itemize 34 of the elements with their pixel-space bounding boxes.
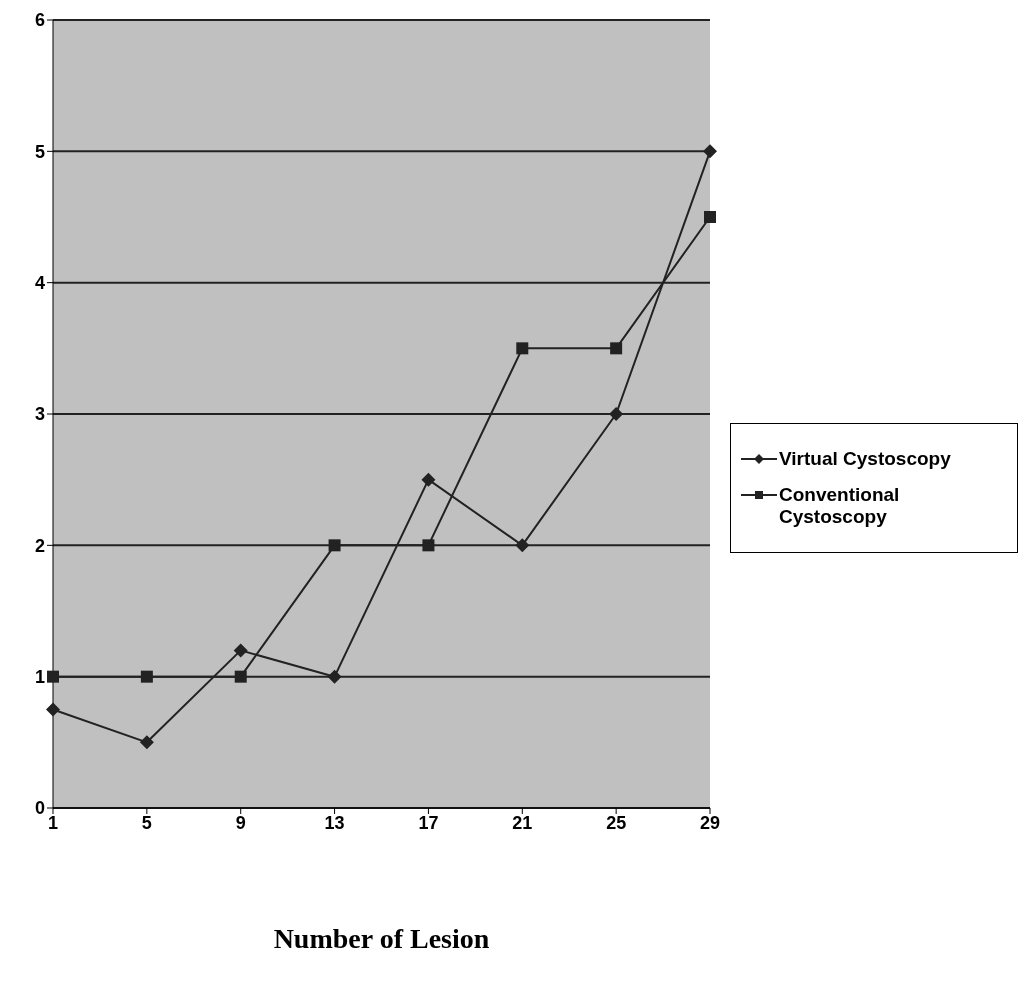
y-tick-label: 1 [34,667,45,688]
point [609,407,624,421]
point [139,735,154,750]
legend-label: Conventional Cystoscopy [779,484,901,528]
x-tick-label: 29 [699,812,721,833]
x-tick-label: 9 [235,812,246,833]
y-tick-label: 5 [34,141,45,162]
y-tick-label: 6 [34,10,45,31]
x-tick-label: 13 [324,812,345,833]
legend-label: Virtual Cystoscopy [779,448,951,470]
x-tick-label: 5 [141,812,152,833]
point [515,538,530,553]
point [422,539,435,552]
x-tick-label: 17 [418,812,439,833]
y-tick-label: 4 [34,273,45,294]
x-tick-label: 1 [47,812,59,833]
y-tick-label: 2 [34,535,45,556]
x-tick-label: 25 [606,812,627,833]
x-tick-label: 21 [512,812,533,833]
point [46,702,60,717]
y-tick-label: 0 [34,798,45,819]
point [328,539,341,552]
point [421,472,436,487]
point [47,670,59,683]
point [516,342,529,355]
point [234,670,247,683]
point [610,342,623,355]
point [233,643,248,658]
y-tick-label: 3 [34,404,45,425]
x-axis-title: Number of Lesion [273,923,490,954]
point [703,144,717,159]
point [140,670,153,683]
point [327,669,342,684]
point [704,211,716,223]
